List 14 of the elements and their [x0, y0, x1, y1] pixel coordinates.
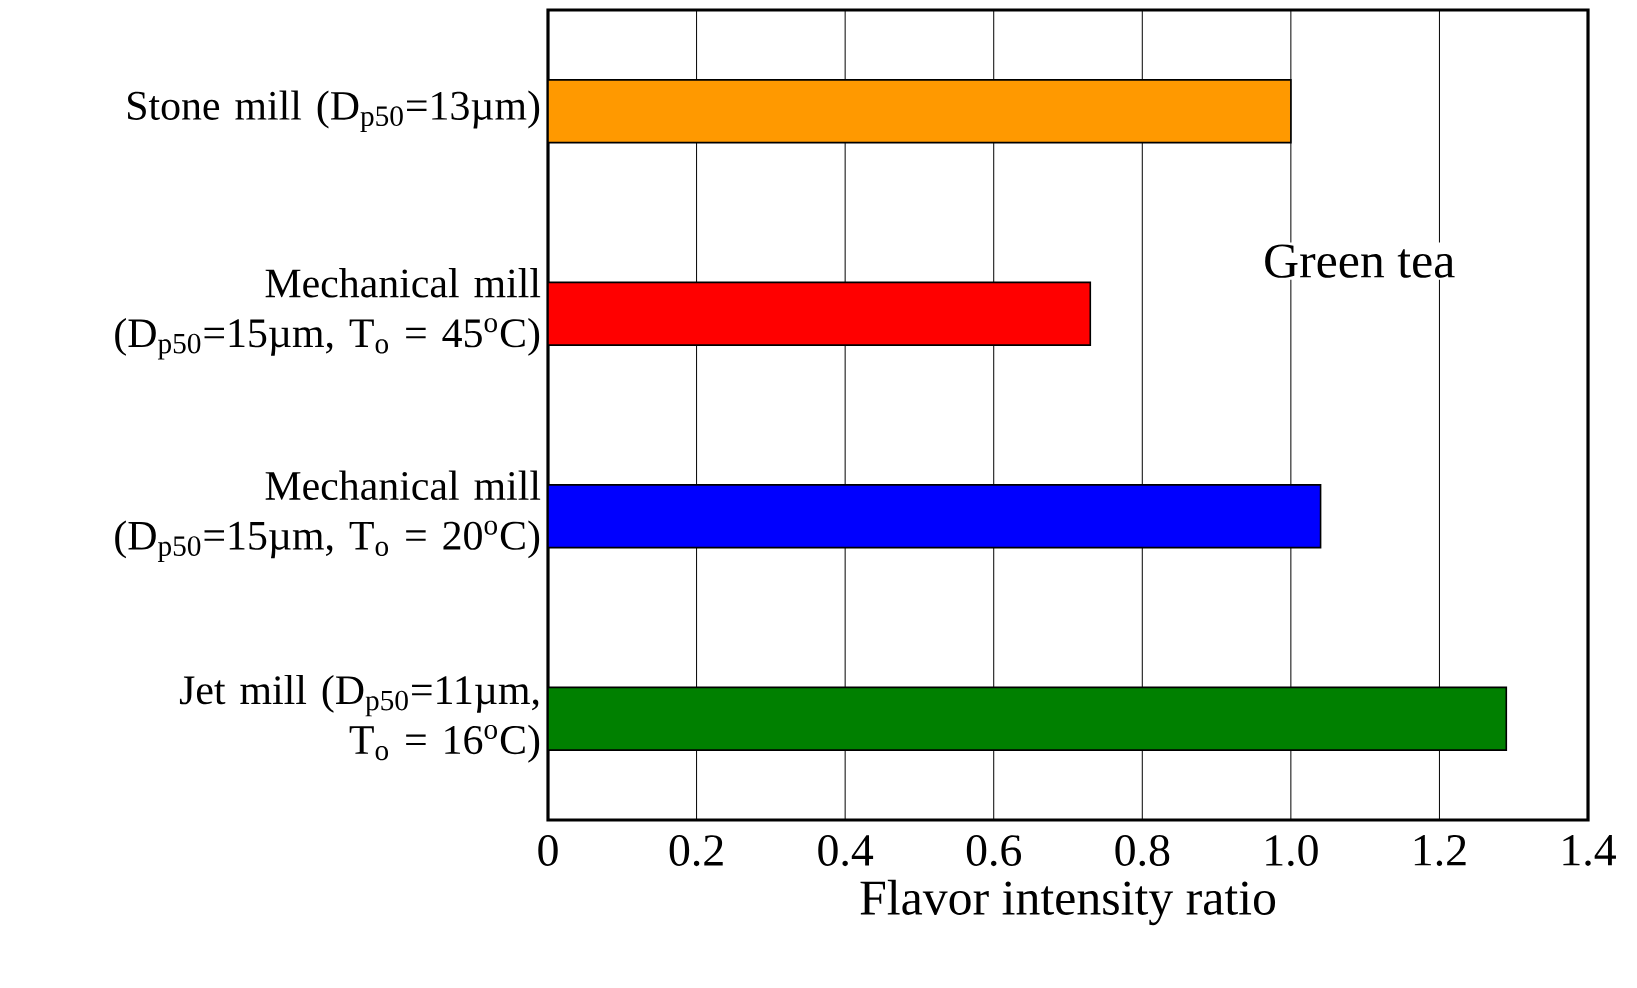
x-tick-label: 0.8	[1115, 835, 1170, 867]
category-label: Mechanical mill (D$_{p50}$=15µm, T$_{o}$ = 20$^{o}$C)	[115, 470, 541, 562]
x-tick-label: 1.4	[1563, 835, 1616, 866]
y-tick-label: Jet mill (D$_{p50}$=11µm, T$_{o}$ = 16$^{o}$C)	[179, 674, 540, 763]
x-tick-label: 1.0	[1266, 835, 1318, 867]
category-label: Mechanical mill (D$_{p50}$=15µm, T$_{o}$ = 45$^{o}$C)	[115, 268, 541, 360]
x-tick-label: 0.2	[669, 835, 723, 867]
x-tick-label: 0	[538, 835, 558, 866]
y-tick-label: Stone mill (D$_{p50}$=13µm)	[128, 90, 540, 132]
x-tick-label: 1.2	[1414, 835, 1466, 867]
x-axis-title: Flavor intensity ratio	[860, 879, 1276, 926]
annotation: Green tea	[1265, 244, 1455, 278]
x-tick-label: 0.4	[818, 835, 874, 867]
x-tick-label: 0.6	[966, 835, 1022, 867]
